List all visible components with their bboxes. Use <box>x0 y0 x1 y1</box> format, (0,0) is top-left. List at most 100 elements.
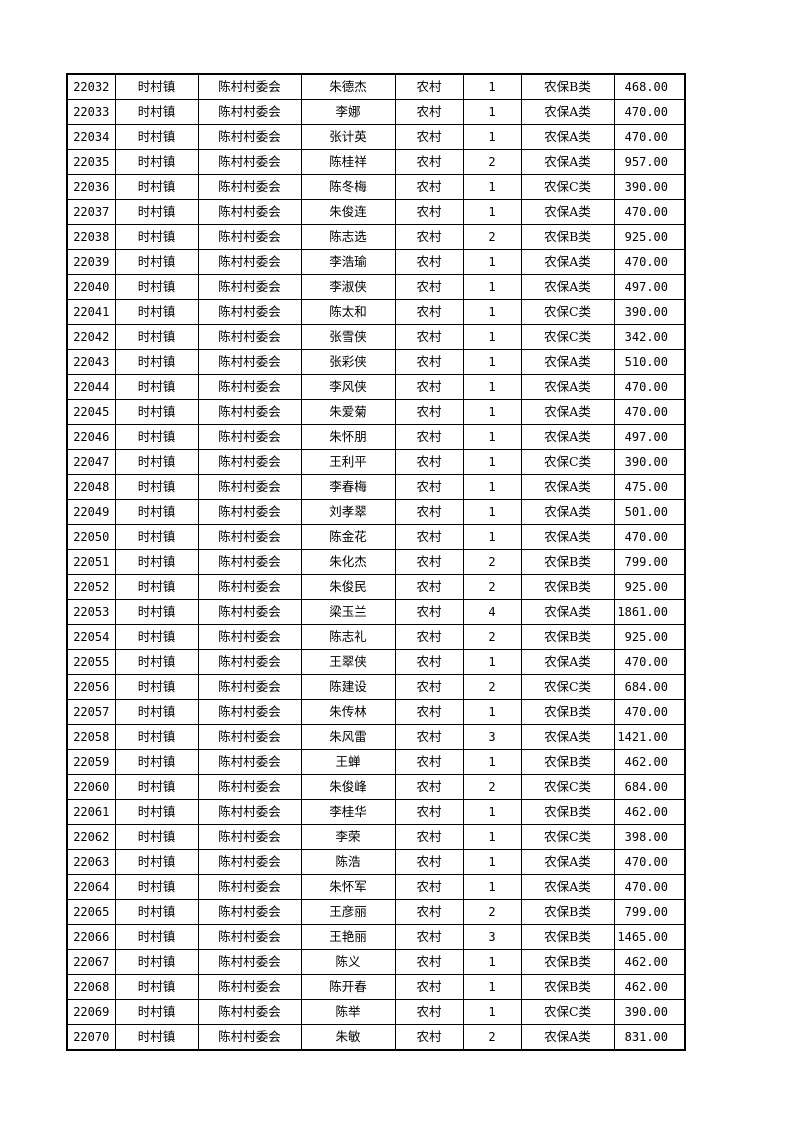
person-name-cell: 张彩侠 <box>300 349 396 375</box>
residence-type-cell: 农村 <box>394 499 464 525</box>
village-committee-cell: 陈村村委会 <box>197 774 302 800</box>
household-count-cell: 2 <box>462 549 522 575</box>
residence-type-cell: 农村 <box>394 574 464 600</box>
table-row: 22048 时村镇 陈村村委会 李春梅 农村 1 农保A类 475.00 <box>66 474 686 500</box>
insurance-category-cell: 农保C类 <box>520 449 615 475</box>
insurance-category-cell: 农保B类 <box>520 749 615 775</box>
amount-cell: 390.00 <box>613 174 686 200</box>
town-cell: 时村镇 <box>114 374 199 400</box>
village-committee-cell: 陈村村委会 <box>197 674 302 700</box>
record-id-cell: 22054 <box>66 624 116 650</box>
table-row: 22047 时村镇 陈村村委会 王利平 农村 1 农保C类 390.00 <box>66 449 686 475</box>
record-id-cell: 22064 <box>66 874 116 900</box>
record-id-cell: 22053 <box>66 599 116 625</box>
record-id-cell: 22037 <box>66 199 116 225</box>
household-count-cell: 1 <box>462 849 522 875</box>
residence-type-cell: 农村 <box>394 73 464 100</box>
amount-cell: 831.00 <box>613 1024 686 1051</box>
table-row: 22032 时村镇 陈村村委会 朱德杰 农村 1 农保B类 468.00 <box>66 73 686 100</box>
table-row: 22036 时村镇 陈村村委会 陈冬梅 农村 1 农保C类 390.00 <box>66 174 686 200</box>
household-count-cell: 1 <box>462 999 522 1025</box>
town-cell: 时村镇 <box>114 549 199 575</box>
village-committee-cell: 陈村村委会 <box>197 999 302 1025</box>
village-committee-cell: 陈村村委会 <box>197 174 302 200</box>
town-cell: 时村镇 <box>114 449 199 475</box>
household-count-cell: 1 <box>462 99 522 125</box>
insurance-category-cell: 农保B类 <box>520 949 615 975</box>
town-cell: 时村镇 <box>114 174 199 200</box>
record-id-cell: 22049 <box>66 499 116 525</box>
amount-cell: 470.00 <box>613 699 686 725</box>
household-count-cell: 1 <box>462 274 522 300</box>
person-name-cell: 陈义 <box>300 949 396 975</box>
person-name-cell: 陈举 <box>300 999 396 1025</box>
insurance-category-cell: 农保B类 <box>520 574 615 600</box>
household-count-cell: 1 <box>462 449 522 475</box>
insurance-category-cell: 农保A类 <box>520 724 615 750</box>
household-count-cell: 1 <box>462 799 522 825</box>
person-name-cell: 朱传林 <box>300 699 396 725</box>
amount-cell: 799.00 <box>613 899 686 925</box>
person-name-cell: 陈冬梅 <box>300 174 396 200</box>
household-count-cell: 1 <box>462 424 522 450</box>
person-name-cell: 刘孝翠 <box>300 499 396 525</box>
town-cell: 时村镇 <box>114 899 199 925</box>
table-row: 22060 时村镇 陈村村委会 朱俊峰 农村 2 农保C类 684.00 <box>66 774 686 800</box>
residence-type-cell: 农村 <box>394 149 464 175</box>
household-count-cell: 2 <box>462 624 522 650</box>
amount-cell: 925.00 <box>613 574 686 600</box>
town-cell: 时村镇 <box>114 749 199 775</box>
amount-cell: 470.00 <box>613 124 686 150</box>
amount-cell: 1421.00 <box>613 724 686 750</box>
household-count-cell: 1 <box>462 974 522 1000</box>
table-row: 22038 时村镇 陈村村委会 陈志选 农村 2 农保B类 925.00 <box>66 224 686 250</box>
amount-cell: 470.00 <box>613 249 686 275</box>
amount-cell: 390.00 <box>613 999 686 1025</box>
household-count-cell: 3 <box>462 924 522 950</box>
amount-cell: 470.00 <box>613 874 686 900</box>
amount-cell: 462.00 <box>613 749 686 775</box>
insurance-category-cell: 农保B类 <box>520 799 615 825</box>
insurance-category-cell: 农保A类 <box>520 274 615 300</box>
amount-cell: 470.00 <box>613 374 686 400</box>
person-name-cell: 朱俊民 <box>300 574 396 600</box>
village-committee-cell: 陈村村委会 <box>197 799 302 825</box>
person-name-cell: 王翠侠 <box>300 649 396 675</box>
record-id-cell: 22060 <box>66 774 116 800</box>
residence-type-cell: 农村 <box>394 449 464 475</box>
village-committee-cell: 陈村村委会 <box>197 699 302 725</box>
town-cell: 时村镇 <box>114 249 199 275</box>
amount-cell: 390.00 <box>613 299 686 325</box>
insurance-category-cell: 农保B类 <box>520 224 615 250</box>
table-row: 22062 时村镇 陈村村委会 李荣 农村 1 农保C类 398.00 <box>66 824 686 850</box>
village-committee-cell: 陈村村委会 <box>197 424 302 450</box>
amount-cell: 510.00 <box>613 349 686 375</box>
insurance-category-cell: 农保B类 <box>520 924 615 950</box>
record-id-cell: 22062 <box>66 824 116 850</box>
household-count-cell: 2 <box>462 774 522 800</box>
village-committee-cell: 陈村村委会 <box>197 724 302 750</box>
insurance-category-cell: 农保A类 <box>520 499 615 525</box>
village-committee-cell: 陈村村委会 <box>197 124 302 150</box>
person-name-cell: 朱怀军 <box>300 874 396 900</box>
village-committee-cell: 陈村村委会 <box>197 849 302 875</box>
insurance-category-cell: 农保A类 <box>520 349 615 375</box>
record-id-cell: 22057 <box>66 699 116 725</box>
person-name-cell: 朱化杰 <box>300 549 396 575</box>
record-id-cell: 22063 <box>66 849 116 875</box>
insurance-category-cell: 农保C类 <box>520 999 615 1025</box>
person-name-cell: 梁玉兰 <box>300 599 396 625</box>
residence-type-cell: 农村 <box>394 949 464 975</box>
insurance-category-cell: 农保A类 <box>520 149 615 175</box>
village-committee-cell: 陈村村委会 <box>197 749 302 775</box>
town-cell: 时村镇 <box>114 724 199 750</box>
residence-type-cell: 农村 <box>394 174 464 200</box>
village-committee-cell: 陈村村委会 <box>197 249 302 275</box>
table-body: 22032 时村镇 陈村村委会 朱德杰 农村 1 农保B类 468.00 22033 时村镇 陈村村… <box>66 73 686 1051</box>
person-name-cell: 张雪侠 <box>300 324 396 350</box>
table-row: 22061 时村镇 陈村村委会 李桂华 农村 1 农保B类 462.00 <box>66 799 686 825</box>
table-row: 22037 时村镇 陈村村委会 朱俊连 农村 1 农保A类 470.00 <box>66 199 686 225</box>
person-name-cell: 陈太和 <box>300 299 396 325</box>
amount-cell: 497.00 <box>613 274 686 300</box>
person-name-cell: 朱怀朋 <box>300 424 396 450</box>
